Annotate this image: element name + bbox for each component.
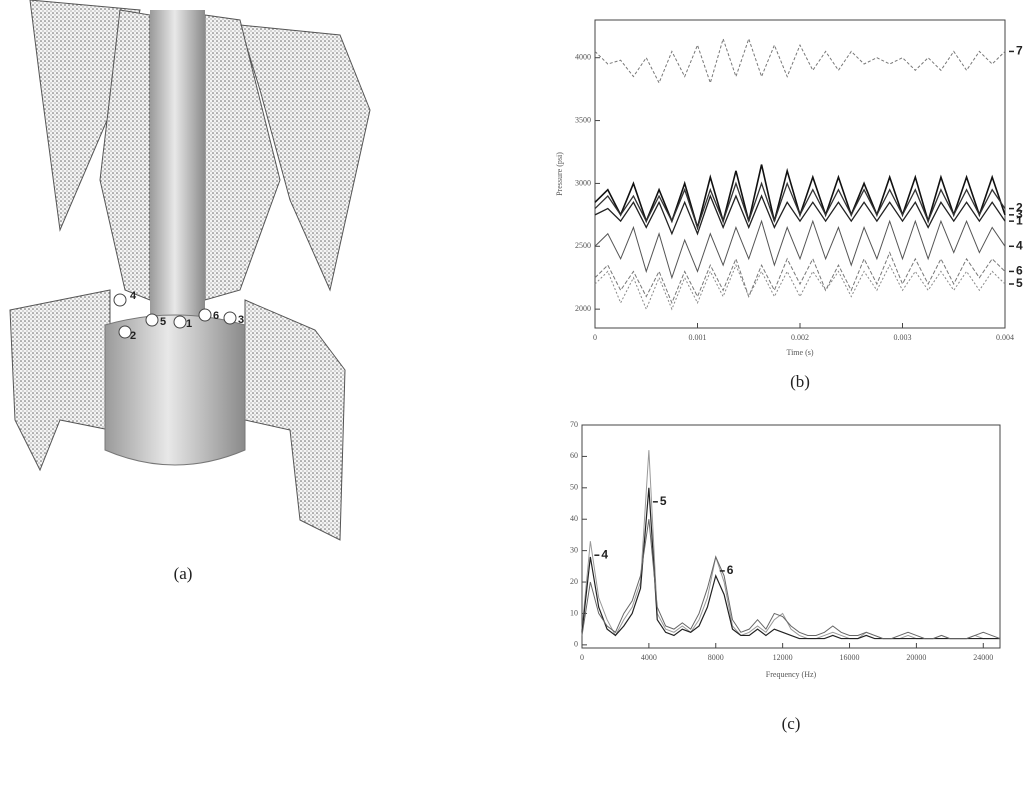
x-tick-label: 20000 [906,653,926,662]
series-line [581,519,1001,640]
x-axis-label: Time (s) [786,348,813,357]
x-tick-label: 0 [580,653,584,662]
probe [173,315,187,329]
probe-label: 3 [238,314,244,326]
caption: (a) [174,564,193,583]
x-tick-label: 8000 [708,653,724,662]
series-line [594,194,1006,236]
x-tick-label: 0.002 [791,333,809,342]
y-tick-label: 2000 [575,304,591,313]
probe [145,313,159,327]
x-tick-label: 12000 [773,653,793,662]
y-tick-label: 10 [570,608,578,617]
y-tick-label: 2500 [575,241,591,250]
series-label: 4 [1016,238,1023,252]
probe [118,325,132,339]
y-tick-label: 0 [574,640,578,649]
series-label: 6 [727,563,734,577]
series-label: 5 [660,494,667,508]
series-label: 2 [1016,201,1023,215]
x-tick-label: 0 [593,333,597,342]
probe [198,308,212,322]
probe [113,293,127,307]
plot-frame [581,424,1001,649]
series-label: 5 [1016,276,1023,290]
series-label: 1 [1016,213,1023,227]
series-label: 3 [1016,207,1023,221]
x-tick-label: 24000 [973,653,993,662]
caption: (b) [790,372,810,391]
probe-label: 2 [130,330,136,342]
cone [99,9,151,301]
y-tick-label: 20 [570,577,578,586]
x-tick-label: 0.004 [996,333,1014,342]
probe-label: 4 [130,290,137,302]
x-tick-label: 0.001 [689,333,707,342]
y-tick-label: 4000 [575,53,591,62]
side-panel [244,299,346,541]
caption: (c) [782,714,801,733]
x-tick-label: 0.003 [894,333,912,342]
y-tick-label: 3500 [575,115,591,124]
blade [239,24,371,292]
side-panel [9,289,111,472]
probe-label: 1 [186,318,192,330]
series-line [594,219,1006,280]
x-tick-label: 16000 [840,653,860,662]
probe-label: 5 [160,316,166,328]
x-axis-label: Frequency (Hz) [766,670,817,679]
series-line [594,251,1006,305]
x-tick-label: 4000 [641,653,657,662]
y-tick-label: 30 [570,545,578,554]
mesh-figure: 4 5 2 6 3 1 [9,0,371,541]
y-tick-label: 70 [570,420,578,429]
y-axis-label: Pressure (psi) [555,152,564,196]
y-tick-label: 40 [570,514,578,523]
probe-label: 6 [213,310,219,322]
series-label: 6 [1016,264,1023,278]
y-tick-label: 50 [570,483,578,492]
series-line [594,263,1006,311]
tube [150,10,205,330]
series-label: 4 [601,547,608,561]
y-tick-label: 3000 [575,178,591,187]
y-tick-label: 60 [570,451,578,460]
blade [29,0,141,232]
series-line [594,181,1006,230]
series-label: 7 [1016,44,1023,58]
probe [223,311,237,325]
series-line [594,37,1006,85]
